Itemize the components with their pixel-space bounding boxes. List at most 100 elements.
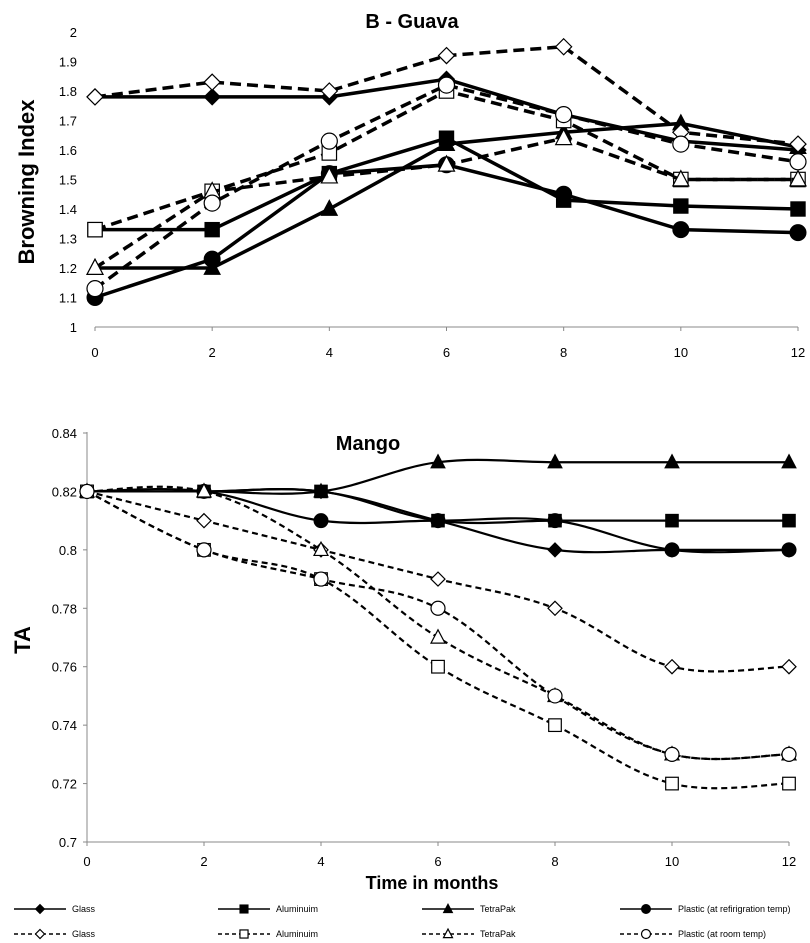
y-tick-label: 1.5 — [59, 173, 77, 188]
x-tick-label: 4 — [317, 854, 324, 869]
x-tick-label: 2 — [209, 345, 216, 360]
y-tick-label: 0.84 — [52, 426, 77, 441]
mango-y-axis-label: TA — [10, 626, 35, 654]
data-point — [204, 221, 220, 238]
x-tick-label: 6 — [434, 854, 441, 869]
data-point — [320, 82, 339, 100]
data-point — [665, 776, 679, 791]
data-point — [547, 513, 563, 529]
data-point — [203, 88, 221, 106]
mango-chart: Mango TA Time in months 0.70.720.740.760… — [10, 426, 797, 893]
y-tick-label: 0.82 — [52, 484, 77, 499]
data-point — [547, 453, 563, 469]
y-tick-label: 1.8 — [59, 84, 77, 99]
legend: Glass Aluminuim TetraPak Plastic (at refiri… — [14, 902, 791, 940]
data-point — [437, 154, 456, 172]
data-point — [781, 746, 797, 762]
data-point — [781, 542, 797, 558]
series-line — [95, 136, 799, 232]
y-tick-label: 0.8 — [59, 543, 77, 558]
data-point — [555, 105, 573, 124]
data-point — [313, 513, 329, 529]
data-point — [430, 600, 446, 616]
data-point — [555, 185, 573, 203]
legend-marker — [442, 927, 454, 939]
data-point — [203, 250, 221, 268]
legend-label: Aluminuim — [276, 904, 318, 914]
legend-entry: Aluminuim — [218, 904, 318, 914]
x-tick-label: 12 — [782, 854, 796, 869]
data-point — [781, 453, 797, 469]
legend-entry: TetraPak — [422, 927, 516, 939]
data-point — [664, 453, 680, 469]
data-point — [781, 658, 797, 675]
data-point — [554, 37, 573, 56]
data-point — [789, 135, 807, 153]
data-point — [672, 135, 690, 153]
data-point — [782, 513, 796, 528]
data-point — [86, 257, 104, 275]
y-tick-label: 0.7 — [59, 835, 77, 850]
data-point — [431, 659, 445, 674]
data-point — [320, 132, 338, 150]
data-point — [554, 128, 573, 146]
mango-x-axis-label: Time in months — [366, 873, 499, 893]
series-room-circle — [79, 483, 797, 762]
y-tick-label: 1.4 — [59, 202, 77, 217]
legend-entry: TetraPak — [422, 902, 516, 914]
y-tick-label: 0.76 — [52, 660, 77, 675]
data-point — [547, 688, 563, 704]
legend-entry: Glass — [14, 928, 96, 940]
y-tick-label: 1.6 — [59, 143, 77, 158]
x-tick-label: 4 — [326, 345, 333, 360]
data-point — [430, 571, 446, 587]
x-tick-label: 0 — [83, 854, 90, 869]
mango-series — [79, 453, 797, 791]
series-room-diamond — [79, 483, 797, 675]
guava-chart: B - Guava Browning Index 1 1.1 1.2 1.3 1.4 1.… — [14, 11, 807, 360]
x-tick-label: 2 — [200, 854, 207, 869]
x-tick-label: 6 — [443, 345, 450, 360]
legend-entry: Aluminuim — [218, 929, 318, 939]
x-tick-label: 10 — [665, 854, 679, 869]
data-point — [671, 169, 690, 187]
data-point — [664, 542, 680, 558]
data-point — [87, 221, 103, 238]
data-point — [665, 513, 679, 528]
legend-label: TetraPak — [480, 904, 516, 914]
guava-y-axis-label: Browning Index — [14, 99, 39, 265]
y-tick-label: 1.9 — [59, 55, 77, 70]
legend-label: Plastic (at room temp) — [678, 929, 766, 939]
series-room-triangle — [86, 128, 807, 275]
y-tick-label: 1.7 — [59, 114, 77, 129]
y-tick-label: 1.1 — [59, 291, 77, 306]
data-point — [86, 88, 104, 106]
y-tick-label: 1.3 — [59, 232, 77, 247]
guava-x-tick-labels: 0 2 4 6 8 10 12 — [91, 327, 805, 360]
data-point — [320, 166, 339, 184]
data-point — [430, 453, 446, 469]
guava-series — [86, 37, 807, 306]
legend-marker — [34, 928, 46, 940]
data-point — [430, 628, 446, 644]
series-line — [93, 83, 799, 291]
legend-label: Glass — [72, 929, 96, 939]
data-point — [547, 600, 563, 617]
legend-marker — [641, 904, 651, 914]
legend-label: Glass — [72, 904, 96, 914]
series-room-circle — [86, 76, 807, 298]
legend-label: TetraPak — [480, 929, 516, 939]
data-point — [86, 280, 104, 298]
legend-marker — [34, 903, 46, 915]
legend-marker — [239, 929, 249, 939]
legend-marker — [640, 928, 652, 940]
mango-chart-title: Mango — [336, 433, 400, 455]
data-point — [430, 513, 446, 529]
data-point — [547, 542, 563, 558]
data-point — [313, 571, 329, 587]
legend-marker — [239, 904, 249, 914]
legend-entry: Plastic (at room temp) — [620, 928, 766, 940]
y-tick-label: 2 — [70, 25, 77, 40]
mango-y-tick-labels: 0.7 0.72 0.74 0.76 0.78 0.8 0.82 0.84 — [52, 426, 87, 850]
